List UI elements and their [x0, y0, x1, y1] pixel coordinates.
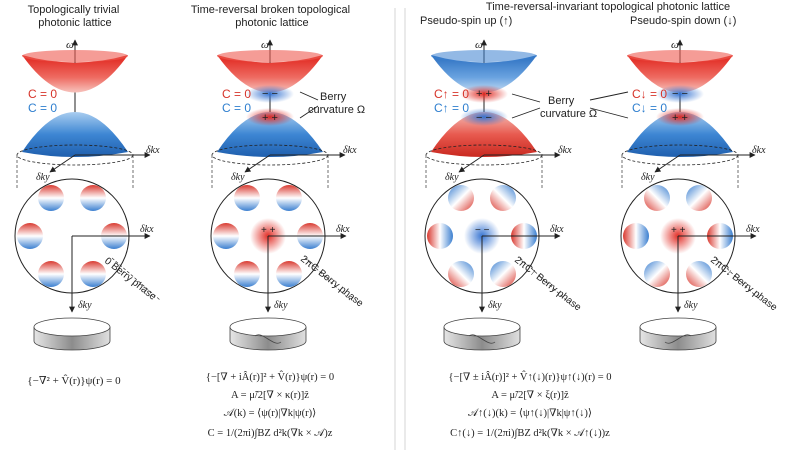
berry-phase-label: 2πC Berry phase	[298, 254, 365, 310]
dkx-label: δkx	[752, 145, 766, 156]
berry-curvature-spot	[246, 85, 294, 103]
svg-text:+ +: + +	[476, 88, 492, 100]
dkx-label-lattice: δkx	[746, 224, 760, 235]
panel-tr-broken: Time-reversal broken topological photoni…	[191, 4, 366, 439]
dkx-label-lattice: δkx	[336, 224, 350, 235]
omega-label: ω	[66, 39, 74, 51]
berry-curvature-label: Berry curvature Ω	[540, 95, 597, 120]
chern-top: C = 0	[222, 87, 251, 101]
equations-tr-broken: {−[∇ + iÂ(r)]² + V̂(r)}ψ(r) = 0 A = μ̃/2…	[206, 370, 334, 439]
chern-bottom: C = 0	[222, 101, 251, 115]
panel-title: Pseudo-spin up (↑)	[420, 15, 512, 27]
panel-title: Time-reversal broken topological photoni…	[191, 4, 353, 29]
lattice-sites	[623, 185, 733, 287]
dky-label: δky	[445, 172, 459, 183]
berry-curvature-spot	[460, 85, 508, 103]
svg-text:+ +: + +	[261, 225, 276, 236]
dky-label-lattice: δky	[78, 300, 92, 311]
berry-curvature-spot	[460, 108, 508, 126]
svg-text:𝒜↑(↓)(k) = ⟨ψ↑(↓)|∇k|ψ↑(↓)⟩: 𝒜↑(↓)(k) = ⟨ψ↑(↓)|∇k|ψ↑(↓)⟩	[468, 408, 592, 419]
berry-curvature-label: Berry curvature Ω	[308, 91, 365, 116]
lattice-sites	[213, 185, 323, 287]
lattice-sites	[427, 185, 537, 287]
omega-label: ω	[475, 39, 483, 51]
svg-text:A = μ̃/2[∇ × κ(r)]ẑ: A = μ̃/2[∇ × κ(r)]ẑ	[231, 390, 309, 401]
chern-top: C = 0	[28, 87, 57, 101]
dky-label: δky	[641, 172, 655, 183]
equations-tr-invariant: {−[∇ ± iÂ(r)]² + V̂↑(↓)(r)}ψ↑(↓)(r) = 0 …	[448, 370, 611, 439]
chern-bottom: C↑ = 0	[434, 101, 469, 115]
omega-label: ω	[671, 39, 679, 51]
band-ring-twisted	[443, 317, 521, 351]
band-ring-twisted	[229, 317, 307, 351]
svg-text:− −: − −	[262, 88, 278, 100]
berry-curvature-spot	[656, 85, 704, 103]
shared-title: Time-reversal-invariant topological phot…	[486, 1, 730, 13]
upper-band	[431, 55, 537, 93]
dkx-label: δkx	[343, 145, 357, 156]
upper-band	[217, 55, 323, 93]
dky-label-lattice: δky	[684, 300, 698, 311]
svg-text:𝒜(k) = ⟨ψ(r)|∇k|ψ(r)⟩: 𝒜(k) = ⟨ψ(r)|∇k|ψ(r)⟩	[224, 408, 316, 419]
svg-text:− −: − −	[475, 225, 490, 236]
equation-0: {−∇² + V̂(r)}ψ(r) = 0	[27, 374, 121, 387]
lower-band	[22, 112, 128, 157]
berry-phase-label: 2πC↓ Berry phase	[708, 255, 779, 314]
berry-curvature-spot	[656, 108, 704, 126]
dkx-label: δkx	[146, 145, 160, 156]
band-ring-twisted	[639, 317, 717, 351]
chern-bottom: C = 0	[28, 101, 57, 115]
svg-text:+ +: + +	[671, 225, 686, 236]
dkx-label: δkx	[558, 145, 572, 156]
dky-label: δky	[36, 172, 50, 183]
panel-trivial: Topologically trivial photonic lattice ω…	[14, 4, 161, 387]
panel-pseudo-spin-up: Time-reversal-invariant topological phot…	[420, 1, 730, 439]
svg-text:+ +: + +	[262, 112, 278, 124]
svg-text:+ +: + +	[672, 112, 688, 124]
svg-text:{−[∇ + iÂ(r)]² + V̂(r)}ψ(r) =: {−[∇ + iÂ(r)]² + V̂(r)}ψ(r) = 0	[206, 370, 334, 383]
berry-curvature-spot	[246, 108, 294, 126]
berry-phase-label: 2πC↑ Berry phase	[512, 255, 583, 314]
svg-text:A = μ̃/2[∇ × ξ(r)]ẑ: A = μ̃/2[∇ × ξ(r)]ẑ	[491, 390, 569, 401]
upper-band	[22, 55, 128, 93]
dky-label: δky	[231, 172, 245, 183]
panel-title: Pseudo-spin down (↓)	[630, 15, 736, 27]
band-ring-trivial	[33, 317, 111, 351]
dkx-label-lattice: δkx	[140, 224, 154, 235]
svg-text:{−[∇ ± iÂ(r)]² + V̂↑(↓)(r)}ψ↑(: {−[∇ ± iÂ(r)]² + V̂↑(↓)(r)}ψ↑(↓)(r) = 0	[448, 370, 611, 383]
svg-text:− −: − −	[476, 112, 492, 124]
dky-label-lattice: δky	[274, 300, 288, 311]
dky-label-lattice: δky	[488, 300, 502, 311]
chern-bottom: C↓ = 0	[632, 101, 667, 115]
dkx-label-lattice: δkx	[550, 224, 564, 235]
panel-pseudo-spin-down: Pseudo-spin down (↓) ω − − + + C↓ = 0 C↓…	[620, 15, 779, 351]
svg-text:− −: − −	[672, 88, 688, 100]
svg-text:C = 1/(2πi)∫BZ d²k(∇k × 𝒜)z: C = 1/(2πi)∫BZ d²k(∇k × 𝒜)z	[208, 428, 333, 439]
chern-top: C↓ = 0	[632, 87, 667, 101]
lattice-sites	[17, 185, 127, 287]
upper-band	[627, 55, 733, 93]
berry-phase-label: 0 Berry phase	[102, 256, 158, 303]
omega-label: ω	[261, 39, 269, 51]
chern-top: C↑ = 0	[434, 87, 469, 101]
svg-text:C↑(↓) = 1/(2πi)∫BZ d²k(∇k × 𝒜: C↑(↓) = 1/(2πi)∫BZ d²k(∇k × 𝒜↑(↓))z	[450, 428, 610, 439]
panel-title: Topologically trivial photonic lattice	[28, 4, 123, 29]
